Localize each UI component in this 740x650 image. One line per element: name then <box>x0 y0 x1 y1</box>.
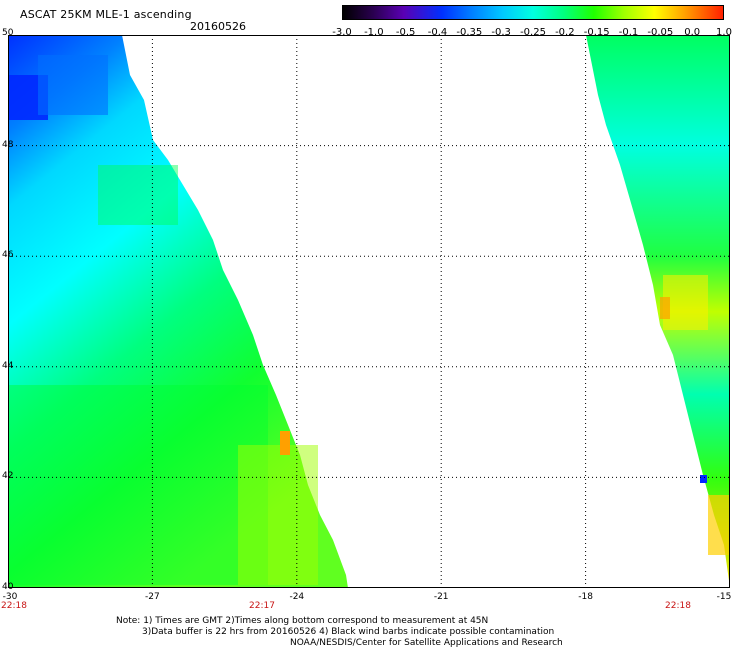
note-line-3: NOAA/NESDIS/Center for Satellite Applica… <box>290 638 563 648</box>
lat-label: 50 <box>2 28 14 38</box>
right-swath <box>586 35 730 588</box>
map-frame <box>8 35 730 588</box>
colorbar-label: -0.25 <box>520 27 546 38</box>
map-title: ASCAT 25KM MLE-1 ascending <box>20 8 192 21</box>
colorbar-label: -0.35 <box>456 27 483 38</box>
time-label: 22:18 <box>1 601 27 611</box>
yellow-patch <box>708 495 730 555</box>
colorbar-label: -0.15 <box>583 27 610 38</box>
gridlines <box>8 35 730 588</box>
lon-label: -18 <box>578 592 593 602</box>
colorbar-label: 1.0 <box>716 27 732 38</box>
green-patch <box>8 385 268 585</box>
yellow-patch <box>663 275 708 330</box>
note-line-2: 3)Data buffer is 22 hrs from 20160526 4)… <box>142 627 555 637</box>
lat-label: 40 <box>2 582 14 592</box>
lon-label: -24 <box>289 592 305 602</box>
swath-map <box>8 35 730 588</box>
time-label: 22:18 <box>665 601 691 611</box>
lat-label: 46 <box>2 250 14 261</box>
orange-patch <box>660 297 670 319</box>
colorbar-label: -3.0 <box>332 27 352 38</box>
colorbar-label: -0.4 <box>427 27 448 38</box>
colorbar-label: 0.0 <box>684 27 701 38</box>
blue-patch <box>38 55 108 115</box>
swath-map-svg <box>8 35 730 588</box>
lon-label: -30 <box>2 592 18 602</box>
green-patch <box>98 165 178 225</box>
orange-patch <box>280 431 290 455</box>
colorbar-label: -0.2 <box>555 27 575 38</box>
lon-label: -15 <box>716 592 732 602</box>
map-date: 20160526 <box>190 20 246 33</box>
lon-label: -27 <box>145 592 160 602</box>
lat-label: 48 <box>2 139 14 150</box>
colorbar-label: -0.5 <box>395 27 416 38</box>
lon-label: -21 <box>433 592 449 602</box>
colorbar-label: -0.3 <box>491 27 511 38</box>
blue-pixel <box>700 475 707 483</box>
lat-label: 44 <box>2 360 14 371</box>
lat-label: 42 <box>2 471 14 482</box>
note-line-1: Note: 1) Times are GMT 2)Times along bot… <box>116 616 489 626</box>
time-label: 22:17 <box>249 601 275 611</box>
yellow-green-patch <box>238 445 318 585</box>
colorbar <box>342 5 724 20</box>
colorbar-label: -0.05 <box>647 27 674 38</box>
colorbar-label: -0.1 <box>618 27 639 38</box>
colorbar-label: -1.0 <box>364 27 384 38</box>
